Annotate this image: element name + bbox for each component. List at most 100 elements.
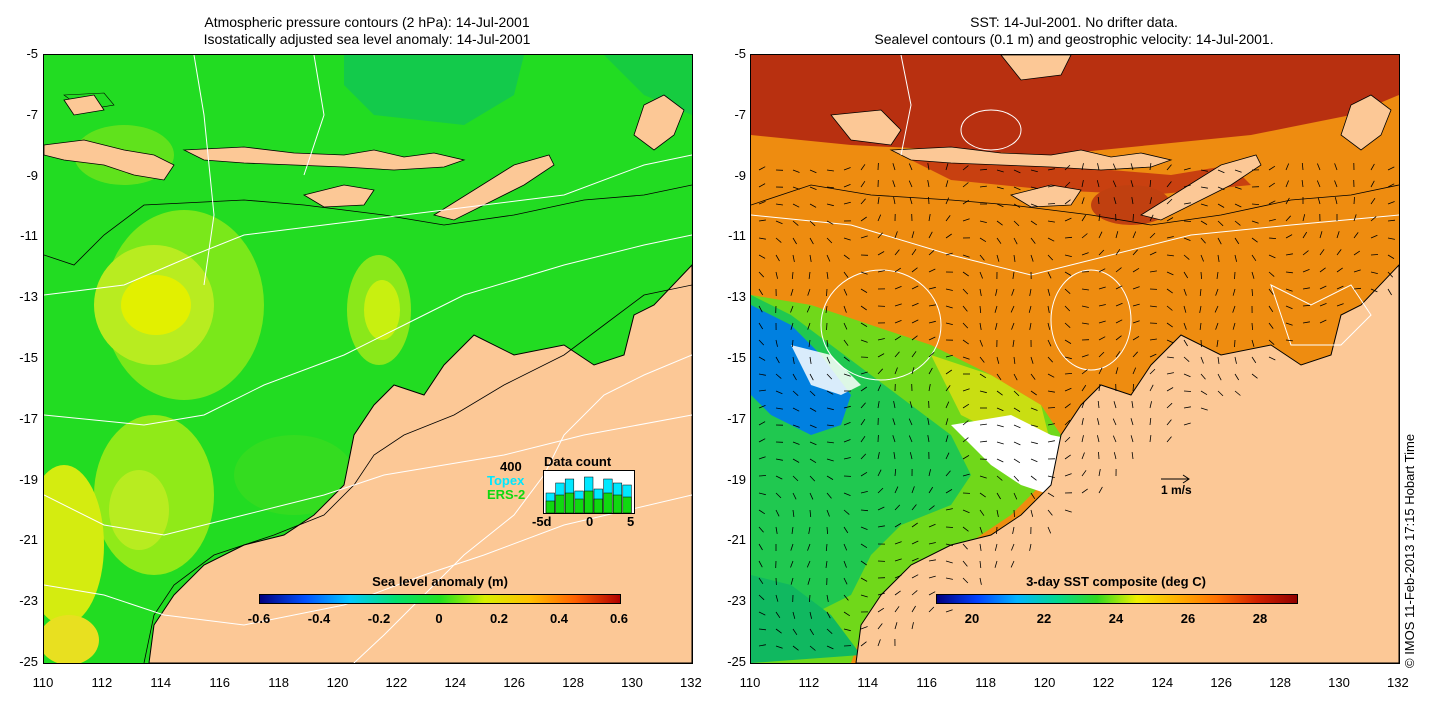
velocity-arrow [843,560,847,568]
sea-level-anomaly-svg [44,55,692,663]
velocity-arrow [979,390,987,394]
velocity-arrow [894,249,900,256]
velocity-arrow [1011,288,1015,296]
velocity-arrow [792,169,800,173]
y-tick--11: -11 [728,228,746,244]
velocity-arrow [809,492,814,500]
velocity-arrow [860,435,866,443]
velocity-arrow [1149,270,1157,273]
velocity-arrow [996,526,998,535]
velocity-arrow [1081,214,1087,222]
velocity-arrow [1387,201,1395,205]
velocity-arrow [1115,248,1121,256]
velocity-arrow [1234,186,1242,190]
velocity-arrow [1302,214,1306,222]
velocity-arrow [860,271,868,275]
velocity-arrow [1098,384,1101,392]
velocity-arrow [1316,180,1321,188]
velocity-arrow [758,271,765,278]
velocity-arrow [1047,373,1055,378]
velocity-arrow [1387,219,1396,222]
velocity-arrow [1234,254,1237,262]
velocity-arrow [826,271,829,279]
velocity-arrow [758,475,767,477]
velocity-arrow [843,577,848,585]
velocity-arrow [1030,458,1038,463]
velocity-arrow [758,237,766,240]
velocity-arrow [758,201,766,205]
velocity-arrow [1098,451,1100,460]
velocity-arrow [1200,390,1208,396]
velocity-arrow [877,368,883,375]
velocity-arrow [860,491,868,494]
velocity-arrow [1183,288,1187,296]
velocity-arrow [928,486,934,494]
velocity-arrow [979,440,988,443]
velocity-arrow [1081,354,1089,358]
velocity-arrow [1081,384,1087,392]
velocity-arrow [826,407,834,411]
velocity-arrow [1132,351,1138,358]
velocity-arrow [1166,288,1173,294]
velocity-arrow [962,560,968,567]
velocity-arrow [962,182,969,188]
velocity-arrow [843,611,851,617]
y-tick--15: -15 [19,350,38,365]
velocity-arrow [758,389,766,392]
velocity-arrow [758,288,764,296]
velocity-arrow [826,322,828,331]
velocity-arrow [1097,163,1100,171]
velocity-arrow [758,254,766,259]
velocity-arrow [1183,167,1191,171]
velocity-arrow [911,605,916,613]
velocity-arrow [792,220,799,226]
x-tick-118: 118 [975,675,996,690]
velocity-arrow [1370,216,1377,222]
velocity-arrow [1183,356,1190,362]
velocity-arrow [962,199,970,205]
velocity-arrow [758,560,763,568]
x-tick-124: 124 [444,675,467,690]
velocity-arrow [1013,407,1021,412]
velocity-arrow [1047,185,1055,188]
velocity-arrow [1200,373,1206,380]
colorbar-tick-28: 28 [1252,611,1268,626]
velocity-arrow [894,351,900,358]
velocity-arrow [1336,267,1343,273]
velocity-arrow [996,356,1000,364]
velocity-arrow [792,475,799,482]
velocity-arrow [1251,373,1258,379]
velocity-arrow [996,475,1003,481]
velocity-arrow [996,390,1003,396]
velocity-arrow [928,523,936,528]
velocity-arrow [1132,336,1140,341]
velocity-arrow [894,267,902,273]
velocity-arrow [1030,220,1038,226]
velocity-arrow [1064,181,1071,188]
data-count-tick-0: 0 [586,514,594,529]
velocity-arrow [894,468,897,477]
velocity-arrow [843,526,849,534]
velocity-arrow [1215,288,1219,296]
velocity-arrow [909,197,913,205]
velocity-arrow [843,594,849,601]
velocity-arrow [945,418,949,426]
left-title-line2: Isostatically adjusted sea level anomaly… [203,31,531,47]
velocity-arrow [1112,163,1117,171]
velocity-arrow [894,606,900,613]
velocity-arrow [877,623,883,630]
velocity-arrow [1115,231,1119,239]
velocity-arrow [1081,470,1087,477]
velocity-arrow [1130,418,1134,426]
velocity-arrow [1200,339,1202,348]
velocity-arrow [892,435,896,443]
velocity-arrow [1028,305,1032,313]
velocity-arrow [1302,321,1310,324]
velocity-arrow [1030,203,1038,207]
velocity-arrow [1081,305,1089,308]
velocity-arrow [792,645,799,651]
velocity-arrow [1166,271,1174,276]
y-tick--25: -25 [19,654,38,669]
velocity-arrow [945,322,953,325]
velocity-arrow [1030,254,1034,262]
